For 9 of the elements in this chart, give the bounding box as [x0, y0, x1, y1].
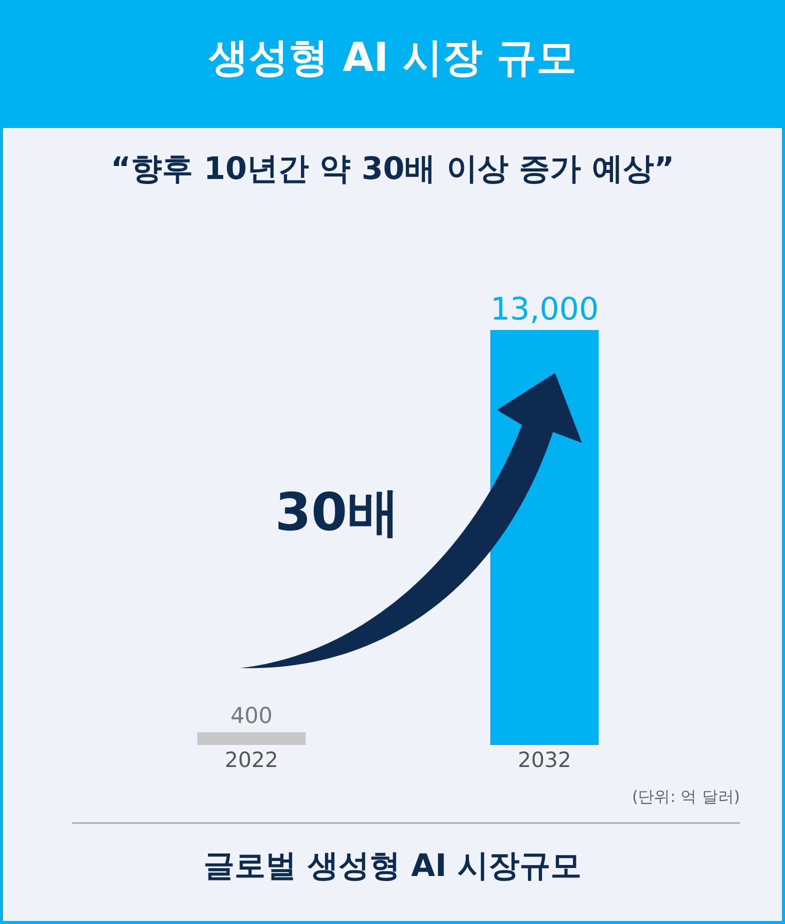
x-tick-label: 2022 — [224, 748, 278, 772]
data-label: 400 — [230, 704, 273, 730]
data-label: 13,000 — [490, 291, 599, 328]
x-tick-label: 2032 — [518, 748, 572, 772]
text: 글로벌 생성형 AI 시장규모 — [202, 847, 582, 886]
chart-subtitle: “향후 10년간 약 30배 이상 증가 예상” — [110, 150, 676, 189]
chart-title: 생성형 AI 시장 규모 — [208, 34, 578, 83]
annotation: 30배 — [275, 482, 400, 545]
text: (단위: 억 달러) — [632, 787, 740, 808]
